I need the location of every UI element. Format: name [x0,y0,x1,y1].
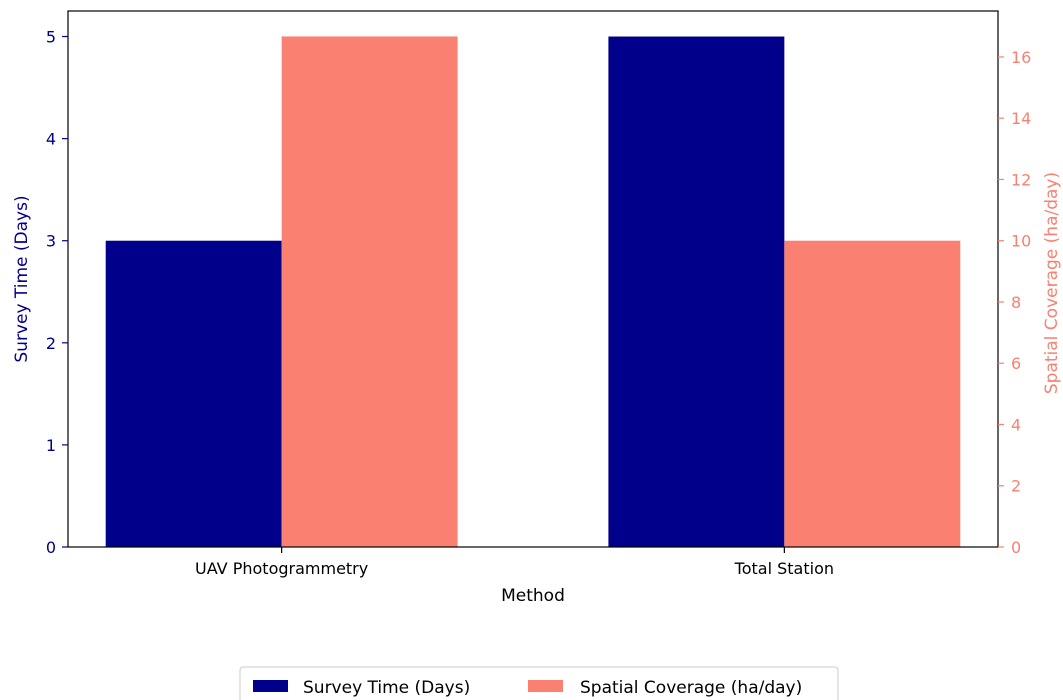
right-tick-label: 2 [1011,477,1021,496]
y-axis-right-label: Spatial Coverage (ha/day) [1042,172,1062,394]
x-tick-label: Total Station [734,559,834,578]
right-tick-label: 8 [1011,293,1021,312]
x-axis-label: Method [501,586,565,606]
bar-spatial-coverage-0 [281,36,458,547]
legend-swatch-survey-time [253,680,288,692]
plot-frame [67,10,999,548]
right-tick-label: 4 [1011,415,1021,434]
right-tick-label: 0 [1011,538,1021,557]
right-tick-label: 14 [1011,109,1031,128]
y-axis-left-label: Survey Time (Days) [12,195,32,362]
right-tick-label: 10 [1011,232,1031,251]
right-tick-label: 16 [1011,48,1031,67]
left-tick-label: 3 [46,232,56,251]
left-tick-label: 5 [46,28,56,47]
bar-survey-time-1 [608,36,785,548]
bar-survey-time-0 [105,240,282,547]
x-tick-label: UAV Photogrammetry [195,559,368,578]
legend-label-survey-time: Survey Time (Days) [303,678,470,698]
right-tick-label: 6 [1011,354,1021,373]
left-tick-label: 2 [46,334,56,353]
right-tick-label: 12 [1011,170,1031,189]
left-tick-label: 1 [46,436,56,455]
bar-spatial-coverage-1 [784,240,961,547]
legend-label-spatial-coverage: Spatial Coverage (ha/day) [580,678,802,698]
left-tick-label: 0 [46,538,56,557]
legend-swatch-spatial-coverage [528,680,563,692]
left-tick-label: 4 [46,130,56,149]
